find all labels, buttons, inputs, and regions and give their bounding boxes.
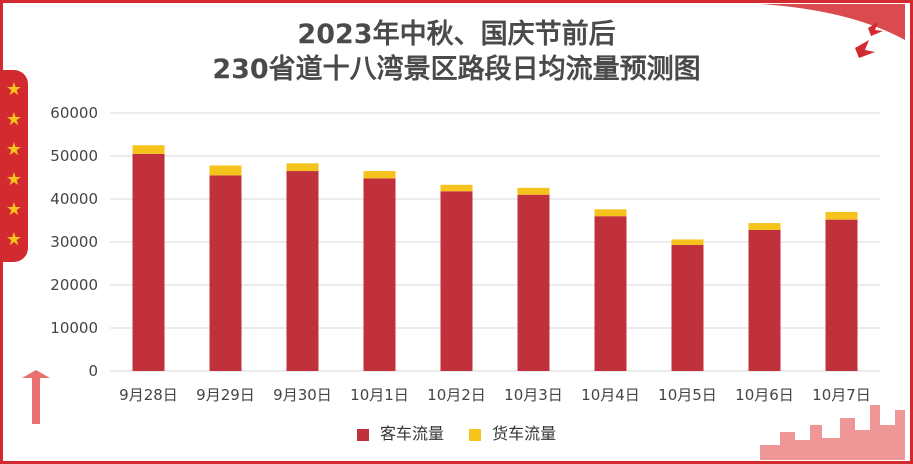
bar-freight: [594, 209, 627, 217]
ribbon-decoration: [760, 4, 905, 40]
star-banner: ★ ★ ★ ★ ★ ★: [0, 70, 28, 262]
star-icon: ★: [5, 109, 23, 130]
bar-passenger: [517, 194, 550, 371]
x-tick-label: 9月30日: [273, 386, 332, 404]
y-tick-label: 60000: [50, 104, 98, 122]
x-tick-label: 10月6日: [735, 386, 794, 404]
x-tick-label: 10月2日: [427, 386, 486, 404]
bar-passenger: [671, 245, 704, 371]
bar-passenger: [825, 219, 858, 371]
x-tick-label: 10月1日: [350, 386, 409, 404]
bar-passenger: [132, 153, 165, 371]
bar-freight: [209, 165, 242, 176]
bar-freight: [132, 145, 165, 154]
x-tick-label: 10月3日: [504, 386, 563, 404]
bar-freight: [517, 187, 550, 195]
chart-title-line2: 230省道十八湾景区路段日均流量预测图: [212, 54, 701, 85]
star-icon: ★: [5, 199, 23, 220]
y-tick-label: 20000: [50, 276, 98, 294]
chart-title-line1: 2023年中秋、国庆节前后: [297, 19, 616, 50]
skyline-decoration: [760, 405, 905, 460]
legend-label-freight: 货车流量: [492, 424, 557, 443]
x-tick-label: 10月4日: [581, 386, 640, 404]
chart-legend: 客车流量 货车流量: [0, 420, 913, 444]
x-tick-label: 9月28日: [119, 386, 178, 404]
legend-item-passenger: 客车流量: [356, 420, 444, 444]
legend-label-passenger: 客车流量: [379, 424, 444, 443]
dove-icon: [868, 22, 883, 36]
bar-passenger: [594, 216, 627, 371]
bar-passenger: [440, 191, 473, 371]
star-icon: ★: [5, 169, 23, 190]
bar-freight: [363, 171, 396, 179]
bar-freight: [748, 223, 781, 230]
monument-flag-icon: [22, 370, 50, 378]
star-icon: ★: [5, 229, 23, 250]
bar-passenger: [286, 171, 319, 371]
x-tick-label: 10月7日: [812, 386, 871, 404]
bar-freight: [825, 211, 858, 220]
bar-passenger: [748, 229, 781, 371]
y-tick-label: 10000: [50, 319, 98, 337]
monument-icon: [32, 378, 40, 424]
dove-icon: [855, 40, 875, 58]
bar-freight: [286, 163, 319, 172]
bar-freight: [440, 184, 473, 192]
bar-passenger: [363, 178, 396, 371]
x-tick-label: 10月5日: [658, 386, 717, 404]
star-icon: ★: [5, 79, 23, 100]
chart-title: 2023年中秋、国庆节前后 230省道十八湾景区路段日均流量预测图: [0, 18, 913, 88]
y-tick-label: 40000: [50, 190, 98, 208]
y-tick-label: 30000: [50, 233, 98, 251]
x-tick-label: 9月29日: [196, 386, 255, 404]
legend-swatch-passenger: [356, 428, 369, 441]
legend-swatch-freight: [469, 428, 482, 441]
y-axis-ticks: 0 10000 20000 30000 40000 50000 60000: [50, 104, 98, 380]
legend-item-freight: 货车流量: [469, 420, 556, 444]
bar-passenger: [209, 175, 242, 371]
star-icon: ★: [5, 139, 23, 160]
y-tick-label: 50000: [50, 147, 98, 165]
y-tick-label: 0: [88, 362, 98, 380]
bars: [132, 145, 858, 371]
bar-freight: [671, 239, 704, 246]
x-axis-ticks: 9月28日 9月29日 9月30日 10月1日 10月2日 10月3日 10月4日 10月5日…: [119, 386, 871, 404]
